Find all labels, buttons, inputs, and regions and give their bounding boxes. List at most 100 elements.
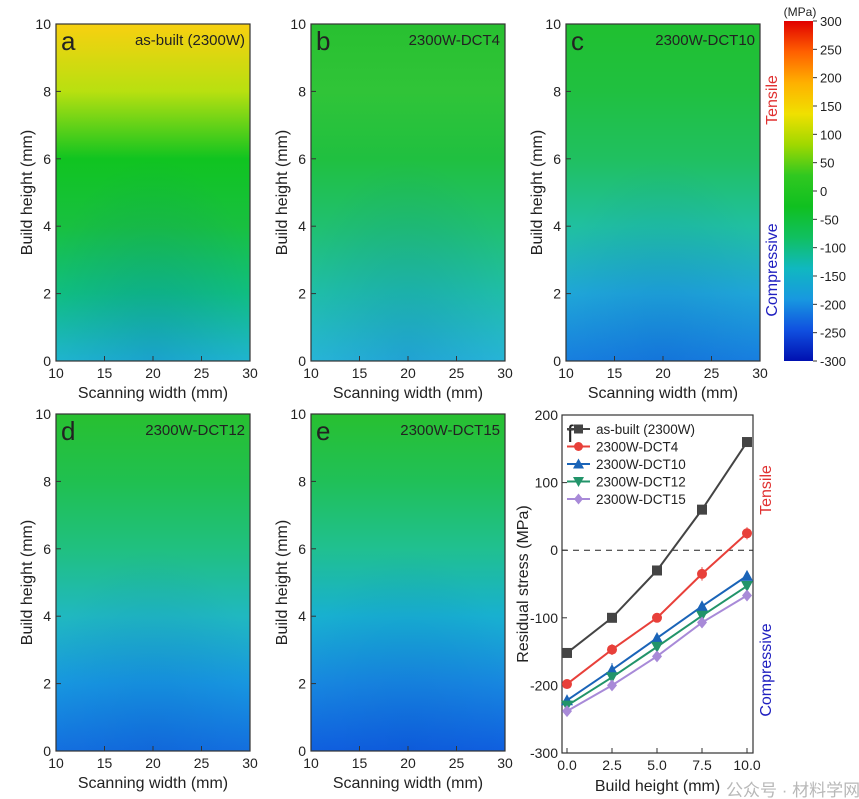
x-tick-label: 0.0 [557,757,577,773]
x-axis-label: Build height (mm) [595,778,720,795]
panel-letter: f [567,421,574,448]
marker-square [574,424,583,434]
colorbar-tick-label: -250 [820,326,846,341]
y-axis-label: Build height (mm) [529,130,546,255]
colorbar-tick-label: 250 [820,42,842,57]
panel-letter: b [316,26,330,56]
x-tick-label: 7.5 [692,757,712,773]
y-tick-label: 0 [43,743,51,759]
marker-circle [562,679,572,690]
x-tick-label: 15 [97,755,113,771]
y-tick-label: 4 [553,218,561,234]
series-1 [562,527,752,690]
heatmap-panel-e: e 2300W-DCT15 10 15 20 25 30 0 2 4 6 8 10 Scanning wi… [274,406,513,792]
y-tick-label: 2 [298,676,306,692]
colorbar-tick-label: 150 [820,99,842,114]
y-tick-label: 4 [43,608,51,624]
y-axis-label: Build height (mm) [274,520,291,645]
x-tick-label: 25 [704,365,720,381]
legend-entry: 2300W-DCT15 [567,492,686,507]
y-tick-label: 6 [298,151,306,167]
y-tick-label: -100 [530,610,558,626]
heatmap-shading [311,24,505,361]
x-tick-label: 25 [449,755,465,771]
marker-diamond [607,679,617,692]
x-tick-label: 25 [194,755,210,771]
legend-label: 2300W-DCT10 [596,457,686,472]
y-tick-label: -300 [530,745,558,761]
series-0 [562,437,752,658]
x-axis-label: Scanning width (mm) [333,385,483,402]
legend-entry: as-built (2300W) [567,422,695,437]
legend-entry: 2300W-DCT4 [567,440,679,455]
marker-diamond [697,616,707,629]
x-tick-label: 25 [194,365,210,381]
y-tick-label: 100 [535,475,559,491]
panel-title: 2300W-DCT12 [145,422,245,439]
y-tick-label: 8 [298,473,306,489]
marker-triangle-down [651,641,663,653]
marker-square [607,612,617,623]
x-tick-label: 30 [242,755,258,771]
panel-title: 2300W-DCT10 [655,32,755,49]
x-tick-label: 15 [607,365,623,381]
y-tick-label: 6 [298,541,306,557]
x-tick-label: 15 [352,755,368,771]
y-tick-label: 10 [290,406,306,422]
x-tick-label: 20 [145,755,161,771]
colorbar-tick-label: -100 [820,241,846,256]
legend-label: 2300W-DCT12 [596,475,686,490]
marker-circle [652,612,662,623]
panel-title: as-built (2300W) [135,32,245,49]
x-tick-label: 25 [449,365,465,381]
x-tick-label: 30 [497,755,513,771]
x-tick-label: 10 [48,755,64,771]
y-tick-label: 0 [553,353,561,369]
x-tick-label: 5.0 [647,757,667,773]
y-axis-label: Build height (mm) [19,520,36,645]
panel-title: 2300W-DCT4 [409,32,500,49]
y-tick-label: 4 [43,218,51,234]
legend-label: 2300W-DCT4 [596,440,679,455]
colorbar-tick-label: 100 [820,127,842,142]
marker-triangle-up [696,600,708,612]
y-tick-label: 8 [43,83,51,99]
heatmap-panel-d: d 2300W-DCT12 10 15 20 25 30 0 2 4 6 8 10 Scanning wi… [19,406,258,792]
marker-triangle-up [606,663,618,675]
y-tick-label: 2 [298,286,306,302]
marker-triangle-down [741,581,753,593]
x-tick-label: 10 [48,365,64,381]
y-tick-label: 6 [553,151,561,167]
heatmap-panel-b: b 2300W-DCT4 10 15 20 25 30 0 2 4 6 8 10 Scanning wid… [274,16,513,402]
y-tick-label: 8 [298,83,306,99]
heatmap-panel-a: a as-built (2300W) 10 15 20 25 30 0 2 4 6 8 10 Scanni… [19,16,258,402]
series-4 [562,589,752,718]
x-tick-label: 15 [97,365,113,381]
colorbar-tick-label: 0 [820,184,827,199]
panel-title: 2300W-DCT15 [400,422,500,439]
marker-circle [697,568,707,579]
marker-square [652,565,662,576]
y-tick-label: 8 [553,83,561,99]
colorbar-tick-label: 50 [820,156,834,171]
y-axis-label: Residual stress (MPa) [515,505,532,662]
colorbar-tick-label: -150 [820,269,846,284]
marker-triangle-up [573,458,584,469]
x-tick-label: 30 [497,365,513,381]
colorbar-tick-label: -200 [820,297,846,312]
legend-label: 2300W-DCT15 [596,492,686,507]
y-tick-label: 6 [43,151,51,167]
y-tick-label: 6 [43,541,51,557]
x-axis-label: Scanning width (mm) [588,385,738,402]
x-axis-label: Scanning width (mm) [78,775,228,792]
marker-diamond [562,705,572,718]
y-tick-label: 4 [298,608,306,624]
y-tick-label: 4 [298,218,306,234]
y-tick-label: 2 [43,286,51,302]
colorbar-unit: (MPa) [784,5,817,19]
y-tick-label: -200 [530,677,558,693]
heatmap-shading [56,414,250,751]
panel-letter: e [316,416,330,446]
marker-diamond [574,493,583,505]
